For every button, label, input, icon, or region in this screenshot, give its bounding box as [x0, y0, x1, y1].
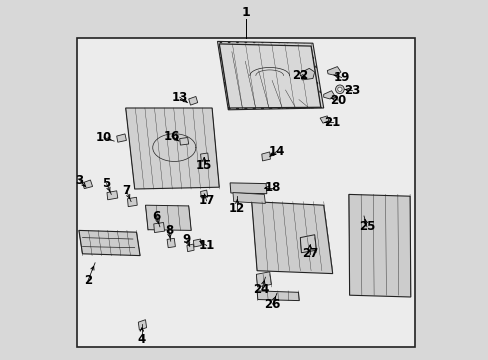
Circle shape: [335, 85, 344, 94]
Text: 8: 8: [164, 224, 173, 237]
Text: 27: 27: [301, 247, 318, 260]
Polygon shape: [117, 134, 126, 142]
Polygon shape: [127, 197, 137, 207]
Polygon shape: [145, 205, 191, 230]
Polygon shape: [256, 272, 271, 287]
Polygon shape: [193, 239, 201, 247]
Text: 16: 16: [163, 130, 180, 143]
Text: 7: 7: [122, 184, 130, 197]
Polygon shape: [348, 194, 410, 297]
Polygon shape: [200, 153, 208, 161]
Text: 13: 13: [171, 91, 187, 104]
Polygon shape: [251, 202, 332, 274]
Polygon shape: [300, 235, 316, 253]
Text: 20: 20: [329, 94, 346, 107]
Text: 25: 25: [358, 220, 374, 233]
Polygon shape: [138, 320, 146, 330]
Polygon shape: [300, 68, 314, 80]
Polygon shape: [82, 180, 92, 189]
Text: 19: 19: [333, 71, 349, 84]
Polygon shape: [167, 238, 175, 248]
Polygon shape: [257, 291, 299, 301]
Text: 6: 6: [152, 210, 160, 222]
Text: 10: 10: [96, 131, 112, 144]
Text: 17: 17: [198, 194, 214, 207]
Text: 22: 22: [291, 69, 308, 82]
Polygon shape: [179, 138, 188, 145]
Text: 18: 18: [264, 181, 280, 194]
Polygon shape: [320, 116, 328, 123]
Polygon shape: [217, 41, 323, 110]
Text: 24: 24: [253, 283, 269, 296]
Text: 15: 15: [196, 159, 212, 172]
Polygon shape: [261, 152, 270, 161]
Text: 9: 9: [183, 233, 191, 246]
Polygon shape: [153, 222, 164, 233]
Text: 4: 4: [138, 333, 146, 346]
Polygon shape: [186, 244, 194, 252]
Text: 26: 26: [264, 298, 280, 311]
Text: 5: 5: [102, 177, 110, 190]
Text: 3: 3: [76, 174, 83, 186]
Polygon shape: [125, 108, 219, 189]
Polygon shape: [326, 67, 340, 76]
Polygon shape: [219, 44, 320, 108]
Polygon shape: [232, 193, 265, 203]
Polygon shape: [107, 191, 118, 200]
Polygon shape: [188, 96, 197, 105]
Polygon shape: [323, 91, 334, 99]
FancyBboxPatch shape: [77, 38, 415, 347]
Polygon shape: [79, 230, 140, 256]
Text: 12: 12: [229, 202, 245, 215]
Text: 11: 11: [198, 239, 214, 252]
Text: 1: 1: [242, 6, 250, 19]
Text: 23: 23: [344, 84, 360, 97]
Text: 2: 2: [83, 274, 92, 287]
Text: 21: 21: [324, 116, 340, 129]
Circle shape: [337, 87, 342, 91]
Text: 14: 14: [268, 145, 285, 158]
Polygon shape: [230, 183, 266, 194]
Polygon shape: [200, 190, 207, 198]
